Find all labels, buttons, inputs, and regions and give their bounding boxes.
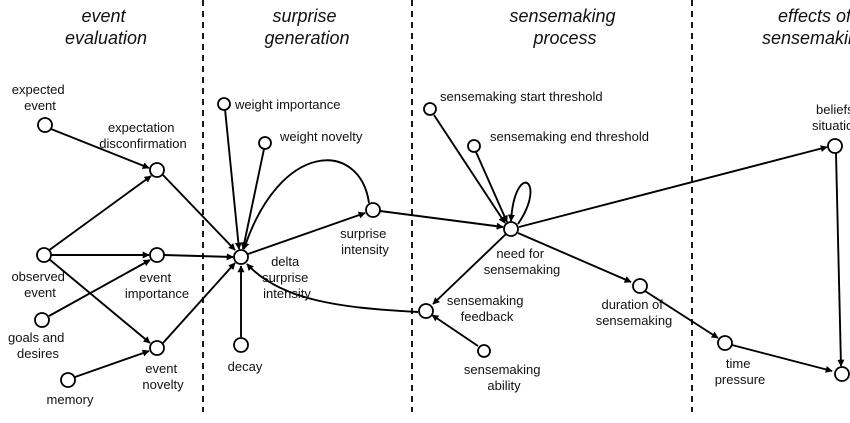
label-observed-event: observed event [11, 269, 68, 300]
nodes [34, 97, 850, 388]
edge-disconfirmation-to-delta [162, 174, 236, 251]
header-surprise-generation: surprise generation [264, 6, 349, 48]
node-duration-of-sensemaking[interactable] [632, 278, 648, 294]
label-weight-importance: weight importance [234, 97, 341, 112]
label-event-novelty: event novelty [142, 361, 184, 392]
node-labels: expected event expectation disconfirmati… [8, 82, 850, 407]
node-event-novelty[interactable] [149, 340, 165, 356]
header-event-evaluation: event evaluation [65, 6, 147, 48]
edge-need-to-duration [517, 232, 632, 283]
header-sensemaking-process: sensemaking process [509, 6, 620, 48]
edge-expected-to-disconfirmation [50, 128, 150, 169]
edge-duration-to-time-pressure [644, 290, 719, 339]
label-sensemaking-end-threshold: sensemaking end threshold [490, 129, 649, 144]
label-weight-novelty: weight novelty [279, 129, 363, 144]
label-expected-event: expected event [12, 82, 68, 113]
header-effects-of-sensemaking: effects of sensemaking [762, 6, 850, 48]
label-expectation-disconfirmation: expectation disconfirmation [99, 120, 186, 151]
label-goals-and-desires: goals and desires [8, 330, 68, 361]
edge-observed-to-disconfirmation [47, 175, 152, 252]
label-duration-of-sensemaking: duration of sensemaking [596, 297, 673, 328]
edge-beliefs-to-out [835, 152, 845, 367]
label-need-for-sensemaking: need for sensemaking [484, 246, 561, 277]
edge-weight-novelty-to-delta [240, 148, 265, 250]
node-goals-and-desires[interactable] [34, 312, 50, 328]
node-weight-novelty[interactable] [258, 136, 272, 150]
edge-need-to-feedback [432, 233, 507, 305]
edge-ability-to-feedback [431, 314, 479, 347]
label-decay: decay [228, 359, 263, 374]
label-sensemaking-feedback: sensemaking feedback [447, 293, 527, 324]
edge-need-to-beliefs [518, 145, 828, 228]
node-observed-event[interactable] [36, 247, 52, 263]
edge-need-self-loop [507, 181, 532, 225]
edge-end-threshold-to-need [475, 151, 508, 223]
node-beliefs-situation[interactable] [827, 138, 843, 154]
label-delta-surprise-intensity: delta surprise intensity [262, 254, 312, 301]
label-surprise-intensity: surprise intensity [340, 226, 390, 257]
node-sensemaking-ability[interactable] [477, 344, 491, 358]
edge-surprise-intensity-loop-to-delta [242, 159, 370, 250]
edge-weight-importance-to-delta [224, 108, 242, 250]
label-memory: memory [47, 392, 94, 407]
edge-observed-to-novelty [48, 258, 151, 344]
label-sensemaking-start-threshold: sensemaking start threshold [440, 89, 603, 104]
node-sensemaking-start-threshold[interactable] [423, 102, 437, 116]
edge-goals-to-importance [48, 259, 151, 317]
node-sensemaking-end-threshold[interactable] [467, 139, 481, 153]
node-time-pressure[interactable] [717, 335, 733, 351]
edges [47, 108, 845, 378]
node-delta-surprise-intensity[interactable] [233, 249, 249, 265]
node-need-for-sensemaking[interactable] [503, 221, 519, 237]
node-decay[interactable] [233, 337, 249, 353]
node-sensemaking-feedback[interactable] [418, 303, 434, 319]
edge-start-threshold-to-need [433, 114, 506, 224]
edge-feedback-to-delta [246, 263, 419, 313]
label-time-pressure: time pressure [715, 356, 766, 387]
node-expectation-disconfirmation[interactable] [149, 162, 165, 178]
node-expected-event[interactable] [37, 117, 53, 133]
node-event-importance[interactable] [149, 247, 165, 263]
label-event-importance: event importance [125, 270, 189, 301]
edge-time-pressure-to-out [731, 344, 833, 373]
edge-memory-to-novelty [74, 349, 150, 378]
node-memory[interactable] [60, 372, 76, 388]
node-out[interactable] [834, 366, 850, 382]
node-weight-importance[interactable] [217, 97, 231, 111]
edge-importance-to-delta [163, 253, 234, 261]
edge-surprise-intensity-to-need [379, 210, 504, 230]
label-sensemaking-ability: sensemaking ability [464, 362, 544, 393]
edge-novelty-to-delta [162, 262, 236, 344]
node-surprise-intensity[interactable] [365, 202, 381, 218]
label-beliefs-situation: beliefs situation [812, 102, 850, 133]
edge-delta-to-surprise-intensity [247, 211, 366, 255]
